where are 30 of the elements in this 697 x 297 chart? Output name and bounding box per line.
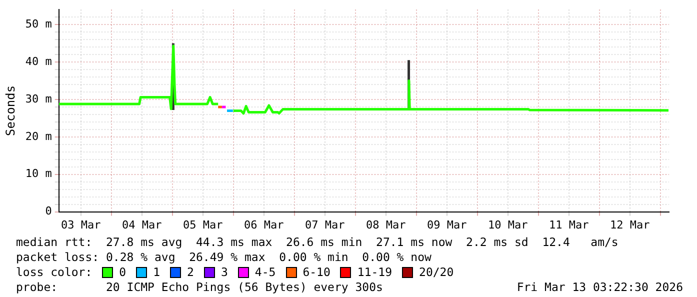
y-axis-title: Seconds <box>3 85 18 136</box>
legend-title: loss color: <box>16 265 92 280</box>
x-tick-label: 03 Mar <box>60 218 102 232</box>
legend-label: 20/20 <box>419 265 454 280</box>
text: probe: 20 ICMP Echo Pings (56 Bytes) every 300s <box>16 280 383 295</box>
legend-label: 2 <box>187 265 194 280</box>
legend-label: 6-10 <box>302 265 330 280</box>
legend-label: 4-5 <box>254 265 276 280</box>
y-tick-label: 50 m <box>25 17 52 30</box>
x-tick-label: 07 Mar <box>305 218 346 232</box>
text: Fri Mar 13 03:22:30 2026 <box>516 280 683 295</box>
y-tick-label: 20 m <box>25 130 52 143</box>
x-tick-label: 09 Mar <box>427 218 468 232</box>
x-tick-label: 04 Mar <box>122 218 162 232</box>
x-tick-label: 10 Mar <box>488 218 528 232</box>
y-tick-label: 10 m <box>25 167 52 180</box>
text: median rtt: 27.8 ms avg 44.3 ms max 26.6 ms min 27.1 ms now 2.2 ms sd 12.4 am/s <box>15 235 620 250</box>
legend-label: 3 <box>220 265 228 280</box>
x-tick-label: 08 Mar <box>366 218 406 232</box>
legend-label: 11-19 <box>357 265 392 280</box>
x-tick-label: 12 Mar <box>610 218 650 232</box>
text: packet loss: 0.28 % avg 26.49 % max 0.00 % min 0.00 % now <box>15 250 432 265</box>
x-tick-label: 11 Mar <box>549 218 590 232</box>
y-tick-label: 40 m <box>25 54 52 68</box>
x-tick-label: 05 Mar <box>182 218 224 232</box>
legend-label: 0 <box>119 265 126 280</box>
y-tick-label: 30 m <box>25 92 52 106</box>
x-tick-label: 06 Mar <box>244 218 284 232</box>
y-tick-label: 0 <box>45 204 52 218</box>
legend-label: 1 <box>153 265 160 280</box>
